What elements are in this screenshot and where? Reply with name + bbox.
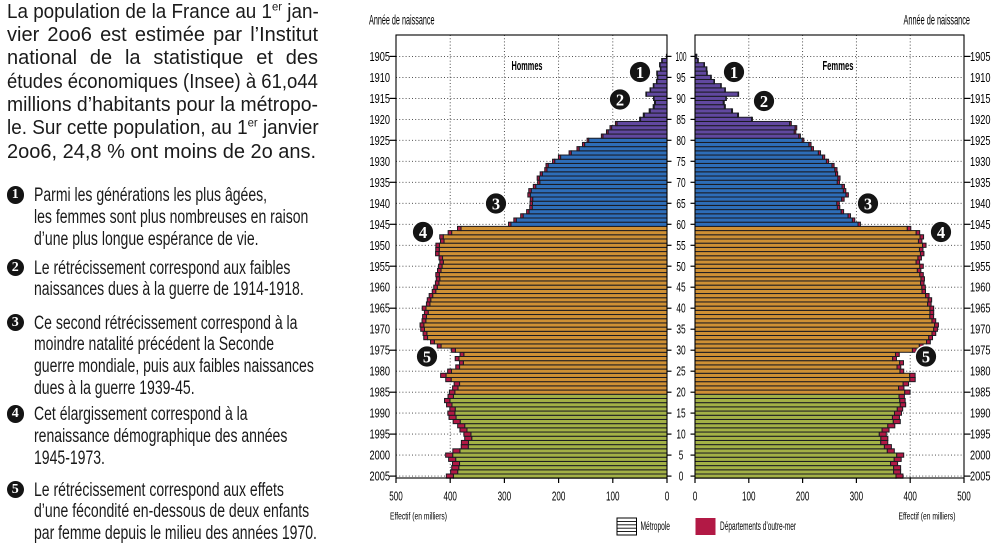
svg-text:1955: 1955 (370, 259, 391, 274)
svg-text:1945: 1945 (370, 217, 391, 232)
svg-text:0: 0 (665, 489, 670, 504)
svg-text:80: 80 (676, 133, 685, 148)
svg-text:1905: 1905 (970, 49, 991, 64)
svg-text:Année de naissance: Année de naissance (904, 12, 971, 28)
svg-text:90: 90 (676, 91, 685, 106)
svg-text:300: 300 (850, 489, 864, 504)
svg-text:2: 2 (760, 92, 768, 111)
svg-text:1965: 1965 (370, 301, 391, 316)
svg-text:Année de naissance: Année de naissance (369, 12, 435, 28)
svg-text:0: 0 (679, 469, 684, 484)
svg-text:Départements d’outre-mer: Départements d’outre-mer (720, 521, 796, 533)
svg-text:1915: 1915 (370, 91, 391, 106)
svg-text:100: 100 (742, 489, 756, 504)
svg-text:300: 300 (498, 489, 512, 504)
svg-text:5: 5 (922, 348, 930, 367)
svg-text:1970: 1970 (370, 322, 391, 337)
svg-text:3: 3 (864, 195, 872, 214)
svg-text:1995: 1995 (970, 427, 991, 442)
svg-text:1925: 1925 (970, 133, 991, 148)
svg-text:500: 500 (957, 489, 971, 504)
svg-text:1950: 1950 (970, 238, 991, 253)
svg-text:1990: 1990 (970, 406, 991, 421)
svg-text:Effectif (en milliers): Effectif (en milliers) (899, 511, 956, 523)
svg-text:1980: 1980 (970, 364, 991, 379)
svg-text:100: 100 (606, 489, 620, 504)
svg-text:Hommes: Hommes (512, 59, 543, 73)
svg-text:1920: 1920 (370, 112, 391, 127)
svg-text:55: 55 (676, 238, 685, 253)
svg-text:1970: 1970 (970, 322, 991, 337)
svg-text:400: 400 (443, 489, 457, 504)
svg-text:5: 5 (679, 448, 684, 463)
svg-text:1905: 1905 (370, 49, 391, 64)
svg-text:3: 3 (492, 195, 500, 214)
svg-text:25: 25 (676, 364, 685, 379)
svg-text:Métropole: Métropole (641, 521, 671, 533)
svg-text:1940: 1940 (370, 196, 391, 211)
svg-text:1915: 1915 (970, 91, 991, 106)
svg-text:1985: 1985 (970, 385, 991, 400)
svg-text:40: 40 (676, 301, 685, 316)
svg-text:1985: 1985 (370, 385, 391, 400)
svg-text:Femmes: Femmes (823, 59, 854, 73)
svg-text:2005: 2005 (970, 469, 991, 484)
svg-text:95: 95 (676, 70, 685, 85)
svg-text:400: 400 (903, 489, 917, 504)
svg-text:30: 30 (676, 343, 685, 358)
svg-text:2005: 2005 (370, 469, 391, 484)
svg-text:2000: 2000 (970, 448, 991, 463)
svg-text:75: 75 (676, 154, 685, 169)
svg-text:1990: 1990 (370, 406, 391, 421)
svg-text:200: 200 (552, 489, 566, 504)
svg-text:4: 4 (419, 223, 427, 242)
svg-text:85: 85 (676, 112, 685, 127)
svg-text:200: 200 (796, 489, 810, 504)
svg-text:1980: 1980 (370, 364, 391, 379)
svg-text:1910: 1910 (970, 70, 991, 85)
svg-text:60: 60 (676, 217, 685, 232)
svg-text:0: 0 (693, 489, 698, 504)
svg-text:15: 15 (676, 406, 685, 421)
svg-text:1935: 1935 (970, 175, 991, 190)
svg-text:1975: 1975 (970, 343, 991, 358)
svg-text:5: 5 (423, 348, 431, 367)
svg-text:500: 500 (389, 489, 403, 504)
svg-text:1: 1 (730, 63, 738, 82)
svg-text:2: 2 (616, 91, 624, 110)
svg-text:65: 65 (676, 196, 685, 211)
svg-text:10: 10 (676, 427, 685, 442)
svg-text:1995: 1995 (370, 427, 391, 442)
svg-text:1925: 1925 (370, 133, 391, 148)
svg-text:20: 20 (676, 385, 685, 400)
svg-text:35: 35 (676, 322, 685, 337)
svg-text:1945: 1945 (970, 217, 991, 232)
svg-text:1935: 1935 (370, 175, 391, 190)
svg-text:45: 45 (676, 280, 685, 295)
svg-text:1975: 1975 (370, 343, 391, 358)
svg-text:1930: 1930 (370, 154, 391, 169)
svg-text:100: 100 (676, 49, 687, 64)
svg-text:1920: 1920 (970, 112, 991, 127)
svg-text:1910: 1910 (370, 70, 391, 85)
svg-text:4: 4 (937, 223, 945, 242)
svg-text:1950: 1950 (370, 238, 391, 253)
svg-text:Effectif (en milliers): Effectif (en milliers) (390, 511, 447, 523)
svg-text:1965: 1965 (970, 301, 991, 316)
svg-text:70: 70 (676, 175, 685, 190)
svg-text:1940: 1940 (970, 196, 991, 211)
svg-text:50: 50 (676, 259, 685, 274)
svg-text:1960: 1960 (370, 280, 391, 295)
svg-text:1960: 1960 (970, 280, 991, 295)
svg-text:1955: 1955 (970, 259, 991, 274)
svg-text:1930: 1930 (970, 154, 991, 169)
svg-text:2000: 2000 (370, 448, 391, 463)
svg-text:1: 1 (636, 63, 644, 82)
